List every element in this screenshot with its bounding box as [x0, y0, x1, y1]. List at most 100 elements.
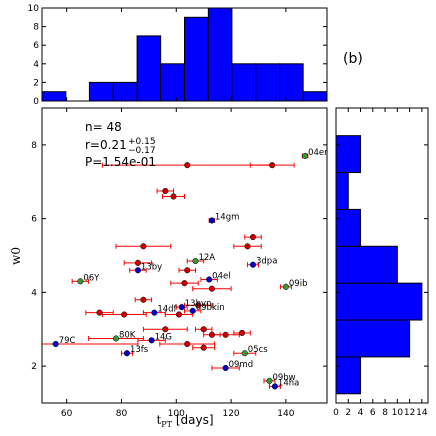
top-ytick-label: 2 [33, 78, 39, 88]
data-point [244, 243, 251, 250]
point-label: 05cs [248, 345, 268, 355]
point-label: 3dpa [256, 257, 277, 267]
data-point [140, 296, 147, 303]
top-ytick-label: 0 [33, 97, 39, 107]
point-label: 09md [229, 360, 254, 370]
x-tick-label: 120 [222, 409, 239, 419]
data-point [134, 259, 141, 266]
y-tick-label: 2 [31, 362, 37, 372]
data-point [148, 337, 155, 344]
right-xtick-label: 14 [416, 408, 428, 418]
top-hist-bar [255, 63, 281, 102]
data-point [140, 243, 147, 250]
data-point [181, 280, 188, 287]
top-hist-bar [160, 63, 186, 102]
right-xtick-label: 4 [358, 408, 364, 418]
data-point [96, 309, 103, 316]
data-point [123, 350, 131, 357]
top-ytick-label: 10 [28, 4, 40, 14]
top-hist-bar [41, 91, 67, 102]
right-hist-bar [335, 319, 411, 358]
top-hist-bar [184, 16, 209, 102]
stat-n: n= 48 [85, 120, 122, 134]
point-label: 79C [59, 336, 76, 346]
top-hist-bar [112, 81, 138, 102]
point-label: 04er [308, 148, 328, 158]
data-point [175, 311, 183, 318]
point-label: 14gm [215, 212, 240, 222]
x-tick-label: 140 [277, 409, 294, 419]
right-hist-bar [335, 135, 362, 174]
data-point [184, 162, 191, 169]
data-point [208, 331, 215, 338]
right-hist-bar [335, 172, 349, 210]
data-point [269, 162, 276, 169]
top-hist-bar [279, 63, 304, 102]
point-label: 09ib [289, 279, 308, 289]
data-point [192, 257, 199, 265]
data-point [206, 276, 213, 283]
point-label: 06Y [83, 273, 100, 283]
top-hist-bar [88, 81, 114, 102]
scatter-panel: 04er 14gm 12A 3dpa 13by 06Y 04el 09ib 13bvn09bki… [9, 107, 328, 429]
point-label: 14ha [278, 378, 299, 388]
point-label: 04el [212, 271, 230, 281]
stat-r-plus: +0.15 [128, 137, 156, 147]
data-point [121, 311, 128, 318]
data-point [222, 364, 229, 372]
point-label: 80K [119, 330, 136, 340]
x-tick-label: 80 [116, 409, 128, 419]
data-point [170, 193, 177, 200]
point-label: 09bkin [196, 303, 225, 313]
right-xtick-label: 12 [404, 408, 415, 418]
top-ytick-label: 8 [33, 23, 39, 33]
data-point [184, 267, 191, 274]
top-axes-frame [41, 7, 328, 102]
data-point [162, 326, 169, 333]
data-point [184, 340, 191, 348]
data-point [249, 261, 257, 268]
right-xtick-label: 6 [370, 408, 376, 418]
point-label: 13bvn [185, 299, 212, 309]
data-point [271, 383, 278, 390]
x-tick-label: 100 [168, 409, 185, 419]
right-axes-frame [335, 107, 429, 404]
right-hist-bar [335, 245, 398, 284]
y-tick-label: 4 [31, 288, 37, 298]
data-point [195, 302, 202, 309]
top-hist-bar [302, 91, 328, 102]
data-point [238, 329, 246, 336]
point-label: 09bw [272, 373, 295, 383]
data-point [151, 309, 158, 316]
scatter-background [42, 108, 327, 403]
scatter-axes-frame [41, 107, 328, 404]
right-hist-bar [335, 356, 362, 395]
data-point [208, 285, 215, 292]
right-xtick-label: 0 [333, 408, 339, 418]
y-axis-label: w0 [9, 247, 23, 265]
data-point [134, 267, 141, 274]
top-ytick-label: 4 [33, 60, 39, 70]
x-axis-label: tPT [days] [156, 413, 213, 429]
stat-r: r=0.21 [85, 138, 127, 152]
top-ytick-label: 6 [33, 41, 39, 51]
top-hist-bar [136, 35, 162, 102]
point-label: 14G [155, 332, 172, 342]
data-point [200, 344, 207, 351]
y-tick-label: 8 [31, 141, 37, 151]
data-point [208, 217, 215, 224]
right-xtick-label: 10 [392, 408, 404, 418]
data-point [77, 278, 84, 285]
right-xtick-label: 8 [382, 408, 388, 418]
x-tick-label: 60 [61, 409, 73, 419]
y-tick-label: 6 [31, 215, 37, 225]
data-point [189, 307, 196, 314]
point-label: 13fs [130, 345, 149, 355]
data-point [112, 335, 120, 342]
data-point [249, 234, 257, 241]
panel-label: (b) [343, 51, 363, 67]
point-label: 12A [198, 253, 215, 263]
right-hist-bar [335, 282, 423, 321]
top-histogram-panel: 0 2 4 6 8 10 [28, 4, 328, 107]
